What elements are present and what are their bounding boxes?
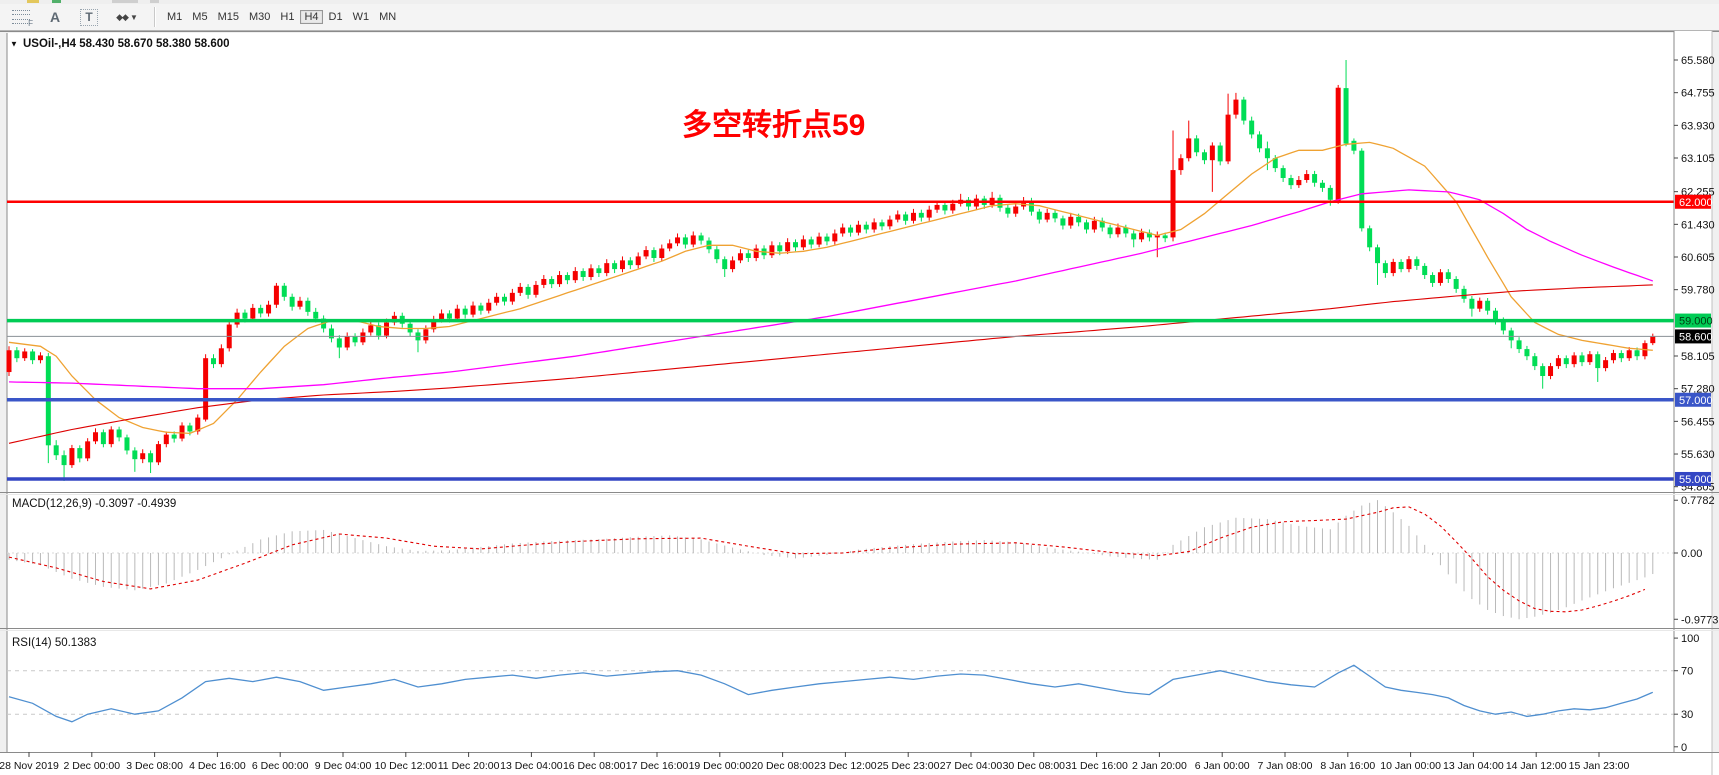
price-tick-label: 60.605 bbox=[1681, 252, 1715, 264]
timeframe-button-h1[interactable]: H1 bbox=[280, 11, 295, 23]
timeframe-button-mn[interactable]: MN bbox=[379, 11, 397, 23]
macd-label: MACD(12,26,9) -0.3097 -0.4939 bbox=[12, 498, 176, 510]
time-axis-label: 20 Dec 08:00 bbox=[751, 760, 814, 772]
ma-fast-line bbox=[8, 141, 1653, 435]
macd-panel bbox=[7, 500, 1674, 620]
price-tick-label: 61.430 bbox=[1681, 219, 1715, 231]
timeframe-button-m1[interactable]: M1 bbox=[167, 11, 183, 23]
symbol-dropdown-icon[interactable]: ▼ bbox=[10, 40, 18, 49]
macd-tick-label: -0.9773 bbox=[1681, 614, 1718, 626]
rsi-panel bbox=[7, 664, 1674, 723]
rsi-tick-label: 100 bbox=[1681, 633, 1699, 645]
price-marker-62.000: 62.000 bbox=[1679, 197, 1713, 209]
time-axis-label: 28 Nov 2019 bbox=[0, 760, 59, 772]
time-axis-label: 16 Dec 08:00 bbox=[563, 760, 626, 772]
price-tick-label: 55.630 bbox=[1681, 449, 1715, 461]
time-axis-label: 11 Dec 20:00 bbox=[438, 760, 500, 772]
price-marker-57.000: 57.000 bbox=[1679, 395, 1713, 407]
text-label-icon[interactable]: A bbox=[49, 9, 61, 25]
dropdown-caret-icon[interactable]: ▼ bbox=[129, 12, 138, 22]
time-axis-label: 10 Dec 12:00 bbox=[375, 760, 438, 772]
time-axis-label: 13 Dec 04:00 bbox=[500, 760, 563, 772]
time-axis-label: 23 Dec 12:00 bbox=[814, 760, 877, 772]
horizontal-level-lines bbox=[7, 200, 1674, 481]
time-axis-label: 4 Dec 16:00 bbox=[189, 760, 246, 772]
rsi-tick-label: 30 bbox=[1681, 709, 1693, 721]
time-axis-label: 2 Dec 00:00 bbox=[63, 760, 120, 772]
time-axis-label: 13 Jan 04:00 bbox=[1443, 760, 1504, 772]
time-axis-label: 27 Dec 04:00 bbox=[940, 760, 1003, 772]
time-axis-label: 14 Jan 12:00 bbox=[1506, 760, 1567, 772]
time-axis-label: 31 Dec 16:00 bbox=[1065, 760, 1128, 772]
time-axis-label: 25 Dec 23:00 bbox=[877, 760, 940, 772]
price-marker-58.600: 58.600 bbox=[1679, 331, 1713, 343]
price-marker-55.000: 55.000 bbox=[1679, 474, 1713, 486]
price-tick-label: 59.780 bbox=[1681, 285, 1715, 297]
timeframe-button-h4[interactable]: H4 bbox=[300, 10, 323, 24]
chart-area[interactable]: 65.58064.75563.93063.10562.25561.43060.6… bbox=[0, 30, 1719, 775]
price-tick-label: 56.455 bbox=[1681, 416, 1715, 428]
time-axis-label: 10 Jan 00:00 bbox=[1380, 760, 1441, 772]
timeframe-button-d1[interactable]: D1 bbox=[328, 11, 343, 23]
time-axis-label: 7 Jan 08:00 bbox=[1258, 760, 1313, 772]
price-tick-label: 57.280 bbox=[1681, 384, 1715, 396]
timeframe-button-group: M1 M5 M15 M30 H1 H4 D1 W1 MN bbox=[162, 7, 401, 27]
toolbar-separator bbox=[154, 7, 156, 27]
ma-slow-line bbox=[8, 189, 1654, 390]
time-axis-label: 19 Dec 00:00 bbox=[689, 760, 752, 772]
fibonacci-icon[interactable]: F bbox=[8, 6, 34, 28]
time-axis-label: 8 Jan 16:00 bbox=[1320, 760, 1375, 772]
toolbar-partial-row bbox=[0, 0, 1719, 4]
macd-tick-label: 0.00 bbox=[1681, 548, 1702, 560]
rsi-tick-label: 70 bbox=[1681, 666, 1693, 678]
toolbar: F A T ◆◆ ▼ M1 M5 M15 M30 H1 H4 D1 W1 MN bbox=[0, 0, 1719, 31]
price-marker-59.000: 59.000 bbox=[1679, 316, 1713, 328]
price-tick-label: 65.580 bbox=[1681, 55, 1715, 67]
time-axis-label: 6 Jan 00:00 bbox=[1195, 760, 1250, 772]
text-box-icon[interactable]: T bbox=[76, 6, 102, 28]
time-axis-label: 6 Dec 00:00 bbox=[252, 760, 309, 772]
rsi-label: RSI(14) 50.1383 bbox=[12, 637, 96, 649]
timeframe-button-m30[interactable]: M30 bbox=[248, 11, 271, 23]
time-axis-label: 15 Jan 23:00 bbox=[1569, 760, 1630, 772]
price-tick-label: 64.755 bbox=[1681, 88, 1715, 100]
timeframe-button-m15[interactable]: M15 bbox=[217, 11, 239, 23]
time-axis-label: 9 Dec 04:00 bbox=[315, 760, 372, 772]
price-tick-label: 63.105 bbox=[1681, 153, 1715, 165]
chart-title: USOil-,H4 58.430 58.670 58.380 58.600 bbox=[23, 38, 230, 50]
time-axis-label: 30 Dec 08:00 bbox=[1003, 760, 1066, 772]
axes: 65.58064.75563.93063.10562.25561.43060.6… bbox=[0, 30, 1719, 775]
macd-tick-label: 0.7782 bbox=[1681, 495, 1715, 507]
time-axis-label: 17 Dec 16:00 bbox=[626, 760, 689, 772]
rsi-tick-label: 0 bbox=[1681, 742, 1687, 754]
time-axis-label: 3 Dec 08:00 bbox=[126, 760, 183, 772]
price-tick-label: 58.105 bbox=[1681, 351, 1715, 363]
price-tick-label: 63.930 bbox=[1681, 120, 1715, 132]
timeframe-button-w1[interactable]: W1 bbox=[352, 11, 370, 23]
timeframe-button-m5[interactable]: M5 bbox=[192, 11, 208, 23]
chart-annotation: 多空转折点59 bbox=[682, 109, 865, 142]
arrow-shapes-icon[interactable]: ◆◆ ▼ bbox=[116, 11, 138, 22]
time-axis-label: 2 Jan 20:00 bbox=[1132, 760, 1187, 772]
